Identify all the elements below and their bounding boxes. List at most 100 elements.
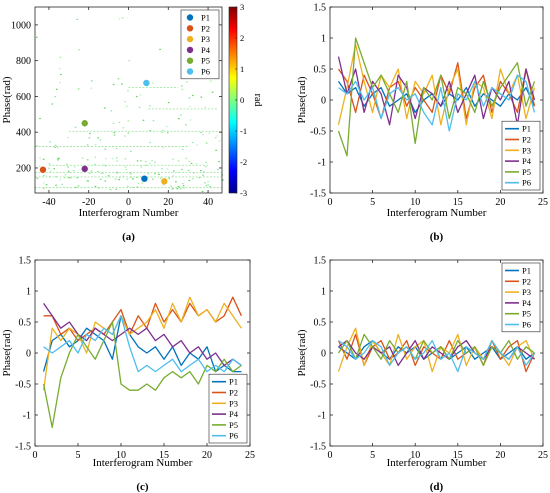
- heatmap-cell: [215, 149, 217, 151]
- heatmap-cell: [175, 181, 177, 183]
- heatmap-cell: [66, 163, 68, 165]
- heatmap-cell: [181, 168, 183, 170]
- heatmap-cell: [202, 174, 204, 176]
- legend-label: P3: [522, 145, 531, 155]
- heatmap-cell: [64, 174, 67, 176]
- x-tick-label: 20: [495, 197, 505, 208]
- legend-label: P3: [229, 398, 238, 408]
- heatmap-cell: [166, 132, 169, 134]
- heatmap-cell: [172, 188, 174, 190]
- colorbar-tick-label: 1: [240, 64, 244, 74]
- x-axis-label: Interferogram Number: [387, 457, 487, 469]
- heatmap-cell: [118, 176, 121, 179]
- heatmap-cell: [111, 158, 114, 160]
- heatmap-cell: [51, 103, 54, 105]
- heatmap-cell: [124, 166, 127, 168]
- y-tick-label: -1.5: [310, 189, 326, 200]
- heatmap-cell: [99, 178, 102, 180]
- heatmap-cell: [189, 105, 191, 108]
- heatmap-cell: [121, 17, 124, 19]
- heatmap-cell: [63, 177, 66, 179]
- heatmap-cell: [218, 140, 221, 142]
- x-tick-label: -40: [42, 197, 55, 208]
- heatmap-cell: [162, 184, 165, 186]
- legend-label: P2: [522, 276, 531, 286]
- heatmap-cell: [170, 185, 172, 187]
- heatmap-cell: [118, 18, 121, 20]
- heatmap-cell: [94, 156, 97, 158]
- y-tick-label: 0: [26, 349, 31, 360]
- heatmap-cell: [221, 179, 224, 181]
- heatmap-cell: [165, 126, 168, 128]
- heatmap-cell: [152, 178, 154, 180]
- heatmap-cell: [144, 161, 147, 163]
- heatmap-cell: [116, 157, 118, 159]
- x-tick-label: 20: [202, 450, 212, 461]
- heatmap-cell: [205, 185, 208, 187]
- heatmap-cell: [72, 170, 75, 172]
- point-marker-p1: [141, 175, 148, 182]
- heatmap-cell: [140, 166, 143, 168]
- legend-box: [180, 9, 220, 80]
- heatmap-cell: [183, 187, 185, 189]
- y-tick-label: -1: [318, 411, 326, 422]
- heatmap-cell: [70, 177, 72, 179]
- heatmap-cell: [97, 137, 99, 139]
- heatmap-cell: [122, 175, 125, 177]
- colorbar-tick-label: 3: [240, 2, 244, 12]
- legend-marker: [186, 35, 194, 43]
- heatmap-cell: [179, 186, 181, 188]
- legend-label: P6: [522, 320, 531, 330]
- legend-label: P6: [201, 67, 210, 77]
- y-tick-label: 600: [16, 92, 31, 103]
- y-tick-label: 0.5: [314, 65, 327, 76]
- heatmap-cell: [158, 173, 160, 175]
- heatmap-cell: [99, 139, 102, 141]
- heatmap-cell: [161, 168, 163, 170]
- heatmap-cell: [100, 172, 103, 174]
- heatmap-cell: [159, 48, 161, 50]
- y-tick-label: -1: [23, 411, 31, 422]
- heatmap-cell: [217, 169, 219, 171]
- heatmap-cell: [181, 88, 184, 90]
- y-tick-label: -0.5: [310, 380, 326, 391]
- heatmap-cell: [187, 169, 190, 172]
- point-marker-p6: [143, 79, 150, 87]
- heatmap-cell: [61, 183, 64, 185]
- heatmap-cell: [57, 147, 59, 149]
- heatmap-cell: [56, 88, 58, 90]
- heatmap-cell: [181, 148, 184, 150]
- heatmap-cell: [154, 161, 156, 163]
- legend-label: P6: [522, 178, 531, 188]
- x-axis-label: Interferogram Number: [93, 457, 193, 469]
- heatmap-cell: [171, 188, 173, 190]
- heatmap-cell: [81, 157, 84, 159]
- heatmap-cell: [188, 97, 191, 99]
- y-tick-label: -1.5: [310, 442, 326, 453]
- y-tick-label: 0.5: [19, 318, 32, 329]
- panel-label: (d): [430, 481, 444, 493]
- y-tick-label: 1: [26, 287, 31, 298]
- heatmap-cell: [68, 177, 70, 179]
- legend-label: P6: [229, 431, 238, 441]
- heatmap-cell: [136, 176, 138, 178]
- heatmap-cell: [122, 127, 125, 129]
- legend-label: P4: [229, 409, 239, 419]
- y-tick-label: -0.5: [310, 127, 326, 138]
- heatmap-cell: [54, 146, 56, 148]
- heatmap-cell: [43, 182, 45, 184]
- heatmap-cell: [67, 166, 69, 168]
- heatmap-cell: [188, 160, 190, 163]
- y-tick-label: 0.5: [314, 318, 327, 329]
- heatmap-cell: [186, 81, 188, 83]
- legend-label: P5: [522, 167, 531, 177]
- heatmap-cell: [124, 135, 126, 137]
- heatmap-cell: [168, 177, 170, 179]
- heatmap-cell: [59, 179, 62, 181]
- heatmap-cell: [125, 168, 128, 171]
- x-tick-label: 20: [163, 197, 173, 208]
